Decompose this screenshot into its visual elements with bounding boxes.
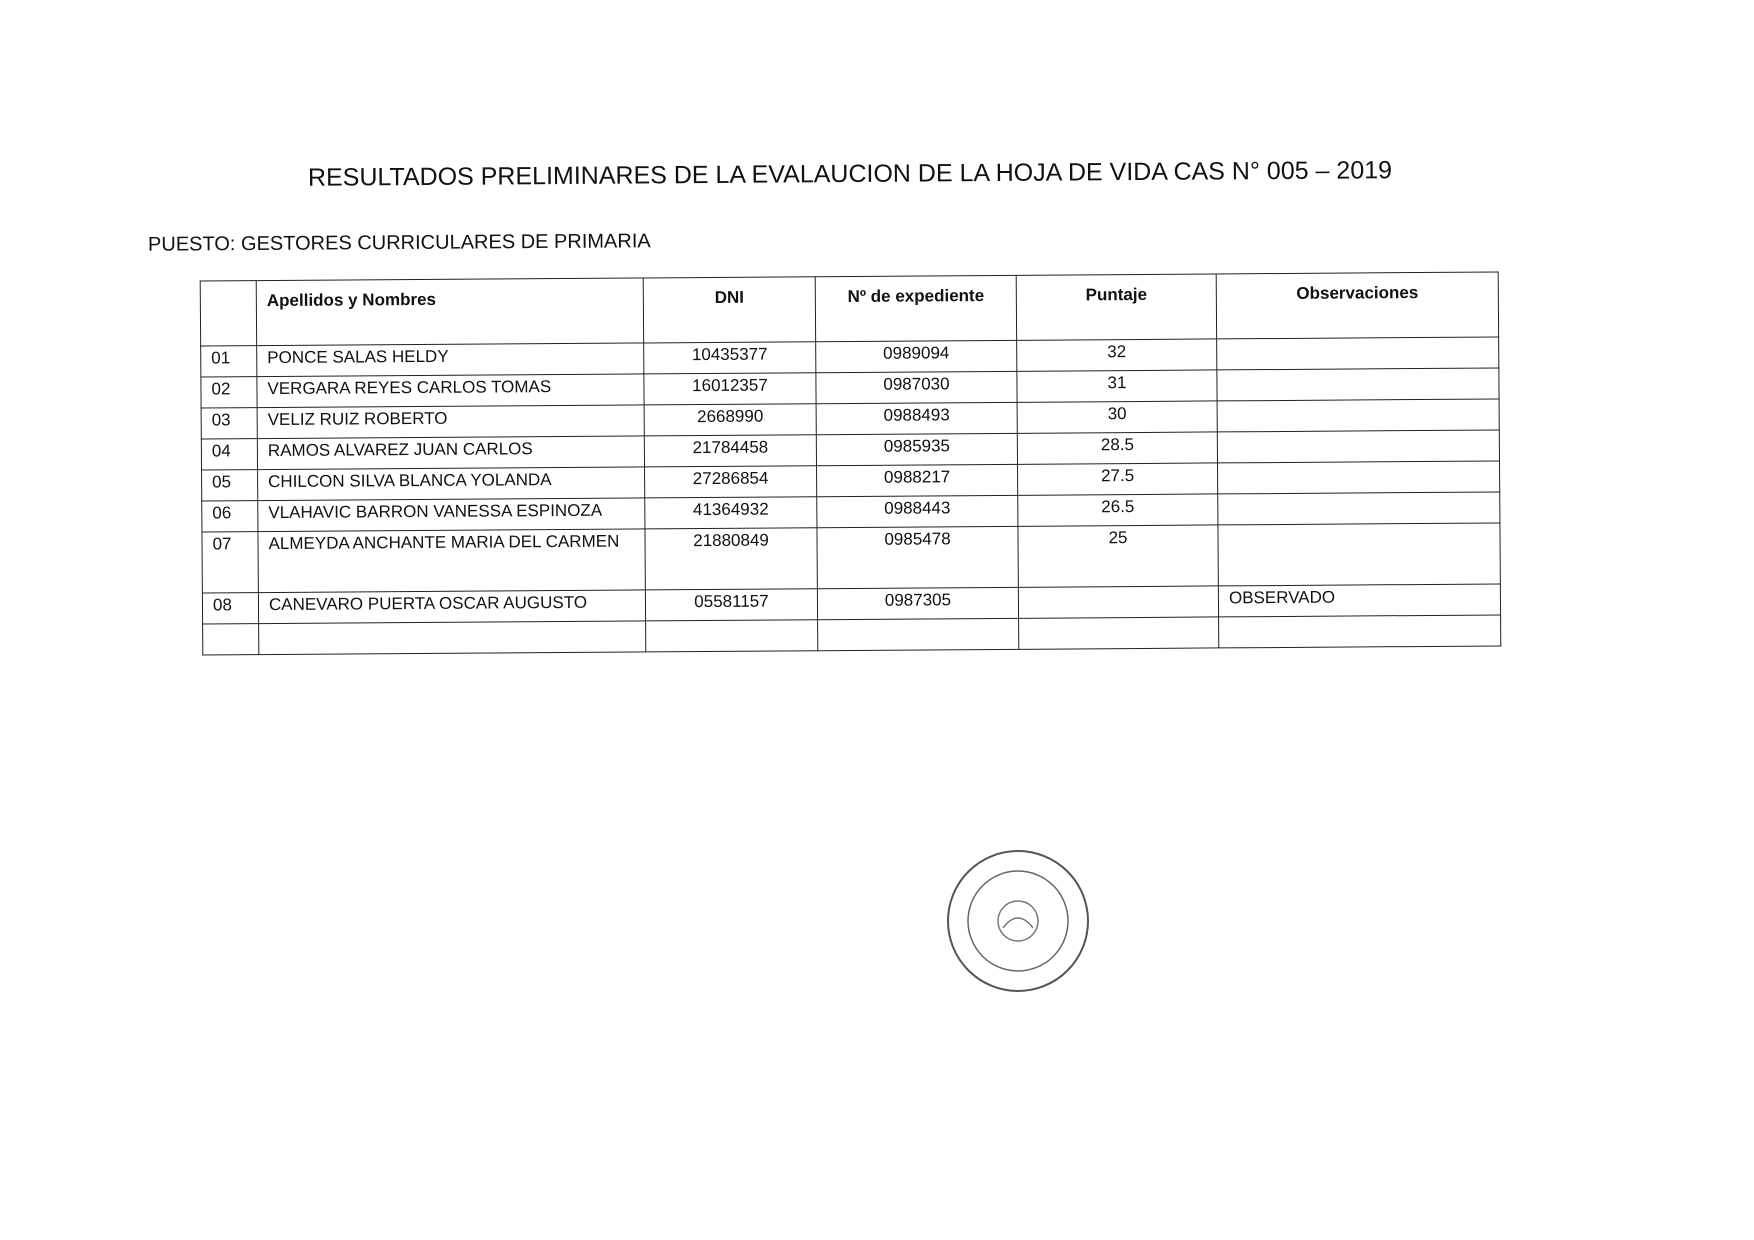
table-cell	[1217, 491, 1500, 525]
table-cell: RAMOS ALVAREZ JUAN CARLOS	[257, 435, 645, 470]
table-cell	[1217, 398, 1500, 432]
table-cell: 0985935	[816, 433, 1018, 466]
table-cell: ALMEYDA ANCHANTE MARIA DEL CARMEN	[257, 528, 646, 593]
table-cell	[645, 619, 818, 652]
table-cell: 05581157	[645, 588, 818, 621]
table-cell	[258, 620, 646, 655]
table-cell: 10435377	[643, 341, 816, 374]
table-cell: VELIZ RUIZ ROBERTO	[257, 404, 645, 439]
table-cell: 03	[201, 407, 258, 440]
table-cell: 30	[1017, 400, 1218, 434]
table-cell	[1018, 585, 1219, 619]
table-cell: 32	[1016, 338, 1217, 372]
table-cell: PONCE SALAS HELDY	[256, 342, 644, 377]
header-cell: Apellidos y Nombres	[256, 277, 644, 346]
table-cell: VERGARA REYES CARLOS TOMAS	[256, 373, 645, 408]
header-cell: DNI	[643, 276, 816, 343]
table-cell: 28.5	[1017, 431, 1218, 465]
results-table: Apellidos y Nombres DNI Nº de expediente…	[200, 271, 1502, 656]
header-row: Apellidos y Nombres DNI Nº de expediente…	[200, 271, 1499, 347]
table-cell	[202, 623, 259, 656]
table-cell: 41364932	[644, 496, 817, 529]
table-cell	[1217, 522, 1501, 586]
table-cell: VLAHAVIC BARRON VANESSA ESPINOZA	[257, 497, 645, 532]
table-cell: 0987305	[817, 587, 1019, 620]
table-cell	[1018, 616, 1219, 650]
table-cell: CANEVARO PUERTA OSCAR AUGUSTO	[258, 589, 646, 624]
table-body: 01 PONCE SALAS HELDY 10435377 0989094 32 02 VE…	[200, 336, 1501, 656]
table-cell: 0987030	[815, 371, 1018, 404]
table-cell: 27.5	[1017, 462, 1218, 496]
table-cell: OBSERVADO	[1218, 583, 1501, 617]
header-cell: Observaciones	[1216, 271, 1499, 339]
table-cell: 0988217	[816, 464, 1018, 497]
table-cell: 31	[1016, 369, 1218, 403]
table-row: 07 ALMEYDA ANCHANTE MARIA DEL CARMEN 21880…	[201, 522, 1501, 594]
table-cell	[1217, 460, 1500, 494]
table-cell	[1216, 367, 1500, 401]
table-cell: 05	[201, 469, 258, 502]
header-cell: Nº de expediente	[815, 275, 1017, 342]
table-cell	[1218, 614, 1501, 648]
header-cell	[200, 280, 257, 347]
table-cell: 27286854	[644, 465, 817, 498]
table-cell: 0988443	[816, 495, 1018, 528]
table-cell: 16012357	[643, 372, 817, 405]
table-cell	[1216, 336, 1499, 370]
table-cell: 2668990	[644, 403, 817, 436]
title: RESULTADOS PRELIMINARES DE LA EVALAUCION…	[307, 156, 1393, 192]
table-cell: 02	[200, 376, 258, 409]
table-cell: 26.5	[1017, 493, 1218, 527]
header-cell: Puntaje	[1016, 273, 1217, 341]
table-cell: 21880849	[644, 527, 818, 590]
table-cell: 04	[201, 438, 258, 471]
table-cell: 21784458	[644, 434, 817, 467]
subtitle: PUESTO: GESTORES CURRICULARES DE PRIMARI…	[147, 230, 651, 256]
table-cell: CHILCON SILVA BLANCA YOLANDA	[257, 466, 645, 501]
table-cell: 0985478	[816, 526, 1019, 589]
table-cell	[1217, 429, 1500, 463]
table-cell: 08	[202, 592, 259, 625]
table-cell: 01	[200, 345, 257, 378]
table-cell: 07	[201, 531, 259, 594]
stamp	[947, 850, 1089, 992]
table-cell: 25	[1017, 524, 1219, 588]
table-cell: 0988493	[816, 402, 1018, 435]
table-cell: 0989094	[815, 340, 1017, 373]
table-cell	[817, 618, 1019, 651]
table-cell: 06	[201, 500, 258, 533]
